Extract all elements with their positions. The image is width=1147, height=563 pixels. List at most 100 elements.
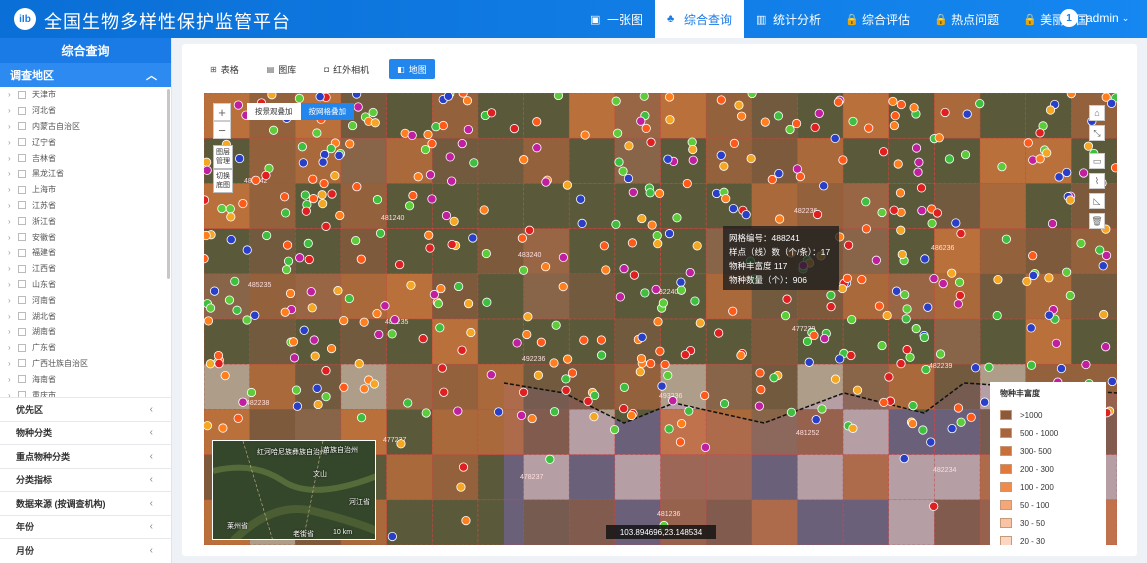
checkbox[interactable] <box>18 138 26 147</box>
user-menu[interactable]: 1 admin ⌄ <box>1060 9 1129 27</box>
checkbox[interactable] <box>18 185 26 194</box>
chevron-right-icon[interactable]: › <box>8 200 11 210</box>
checkbox[interactable] <box>18 327 26 336</box>
switch-basemap-button[interactable]: 切换底图 <box>213 169 233 193</box>
checkbox[interactable] <box>18 391 26 397</box>
home-icon[interactable]: ⌂ <box>1089 105 1105 121</box>
checkbox[interactable] <box>18 90 26 99</box>
checkbox[interactable] <box>18 248 26 257</box>
nav-item-1[interactable]: ♣ 综合查询 <box>655 0 745 38</box>
filter-section[interactable]: 月份 ‹ <box>0 538 171 562</box>
tree-item[interactable]: › 浙江省 <box>0 213 171 229</box>
tree-item[interactable]: › 重庆市 <box>0 387 171 397</box>
map-view[interactable]: 4812424812404832404822404772394822394822… <box>204 93 1117 545</box>
chevron-right-icon[interactable]: › <box>8 153 11 163</box>
chevron-right-icon[interactable]: › <box>8 185 11 195</box>
chevron-right-icon[interactable]: › <box>8 121 11 131</box>
tree-item[interactable]: › 山东省 <box>0 277 171 293</box>
tab-2[interactable]: ◘ 红外相机 <box>316 59 377 79</box>
zoom-in-button[interactable]: + <box>213 103 231 121</box>
checkbox[interactable] <box>18 312 26 321</box>
checkbox[interactable] <box>18 264 26 273</box>
filter-section[interactable]: 分类指标 ‹ <box>0 467 171 492</box>
tree-item[interactable]: › 上海市 <box>0 182 171 198</box>
map-canvas[interactable]: 4812424812404832404822404772394822394822… <box>204 93 1117 545</box>
filter-section[interactable]: 年份 ‹ <box>0 514 171 539</box>
tree-item[interactable]: › 广西壮族自治区 <box>0 356 171 372</box>
species-marker <box>433 299 443 309</box>
chevron-right-icon[interactable]: › <box>8 327 11 337</box>
tree-item[interactable]: › 海南省 <box>0 371 171 387</box>
checkbox[interactable] <box>18 375 26 384</box>
tree-item[interactable]: › 黑龙江省 <box>0 166 171 182</box>
nav-item-2[interactable]: ▥ 统计分析 <box>744 0 833 38</box>
tree-scrollbar[interactable] <box>167 89 170 279</box>
chevron-right-icon[interactable]: › <box>8 106 11 116</box>
species-marker <box>404 201 415 211</box>
chevron-right-icon[interactable]: › <box>8 216 11 226</box>
chevron-right-icon[interactable]: › <box>8 279 11 289</box>
measure-area-icon[interactable]: ◺ <box>1089 193 1105 209</box>
chevron-right-icon[interactable]: › <box>8 264 11 274</box>
zoom-out-button[interactable]: − <box>213 121 231 139</box>
tree-item[interactable]: › 湖北省 <box>0 308 171 324</box>
filter-section[interactable]: 物种分类 ‹ <box>0 420 171 445</box>
overlay-by-landscape-button[interactable]: 按景观叠加 <box>247 103 301 120</box>
tree-item[interactable]: › 内蒙古自治区 <box>0 119 171 135</box>
chevron-right-icon[interactable]: › <box>8 343 11 353</box>
filter-section[interactable]: 重点物种分类 ‹ <box>0 444 171 468</box>
draw-rect-icon[interactable]: ▭ <box>1089 153 1105 169</box>
checkbox[interactable] <box>18 359 26 368</box>
section-region[interactable]: 调查地区 ︿ <box>0 63 171 87</box>
chevron-right-icon[interactable]: › <box>8 311 11 321</box>
tab-3[interactable]: ◧ 地图 <box>389 59 435 79</box>
checkbox[interactable] <box>18 122 26 131</box>
tree-item[interactable]: › 河北省 <box>0 103 171 119</box>
checkbox[interactable] <box>18 233 26 242</box>
filter-section[interactable]: 优先区 ‹ <box>0 397 171 421</box>
tree-item[interactable]: › 辽宁省 <box>0 134 171 150</box>
tree-item[interactable]: › 安徽省 <box>0 229 171 245</box>
tree-item[interactable]: › 江苏省 <box>0 198 171 214</box>
chevron-right-icon[interactable]: › <box>8 90 11 100</box>
chevron-right-icon[interactable]: › <box>8 169 11 179</box>
filter-section[interactable]: 数据来源 (按调查机构) ‹ <box>0 491 171 515</box>
chevron-right-icon[interactable]: › <box>8 374 11 384</box>
checkbox[interactable] <box>18 154 26 163</box>
tree-item[interactable]: › 吉林省 <box>0 150 171 166</box>
chevron-right-icon[interactable]: › <box>8 295 11 305</box>
nav-item-4[interactable]: 🔒 热点问题 <box>922 0 1011 38</box>
checkbox[interactable] <box>18 106 26 115</box>
chevron-right-icon[interactable]: › <box>8 358 11 368</box>
checkbox[interactable] <box>18 201 26 210</box>
layer-manage-button[interactable]: 图层管理 <box>213 145 233 169</box>
species-marker <box>680 350 690 360</box>
tree-item[interactable]: › 江西省 <box>0 261 171 277</box>
tree-item[interactable]: › 福建省 <box>0 245 171 261</box>
tree-item[interactable]: › 广东省 <box>0 340 171 356</box>
overview-minimap[interactable]: 红河哈尼族彝族自治州 苗族自治州 文山 河江省 莱州省 老街省 10 km <box>212 440 376 540</box>
species-marker <box>1101 250 1112 261</box>
nav-item-0[interactable]: ▣ 一张图 <box>578 0 655 38</box>
chevron-right-icon[interactable]: › <box>8 137 11 147</box>
checkbox[interactable] <box>18 280 26 289</box>
tab-0[interactable]: ⊞ 表格 <box>202 59 247 79</box>
fullscreen-icon[interactable]: ⤡ <box>1089 125 1105 141</box>
tree-item[interactable]: › 河南省 <box>0 292 171 308</box>
chevron-right-icon[interactable]: › <box>8 248 11 258</box>
species-marker <box>280 307 290 317</box>
tab-1[interactable]: ▤ 图库 <box>259 59 305 79</box>
species-marker <box>312 128 322 138</box>
checkbox[interactable] <box>18 296 26 305</box>
checkbox[interactable] <box>18 169 26 178</box>
tree-item[interactable]: › 湖南省 <box>0 324 171 340</box>
nav-item-3[interactable]: 🔒 综合评估 <box>833 0 922 38</box>
chevron-right-icon[interactable]: › <box>8 232 11 242</box>
chevron-right-icon[interactable]: › <box>8 390 11 397</box>
checkbox[interactable] <box>18 217 26 226</box>
tree-item[interactable]: › 天津市 <box>0 87 171 103</box>
measure-line-icon[interactable]: ⌇ <box>1089 173 1105 189</box>
trash-icon[interactable]: 🗑 <box>1089 213 1105 229</box>
checkbox[interactable] <box>18 343 26 352</box>
overlay-by-grid-button[interactable]: 按网格叠加 <box>300 103 354 120</box>
